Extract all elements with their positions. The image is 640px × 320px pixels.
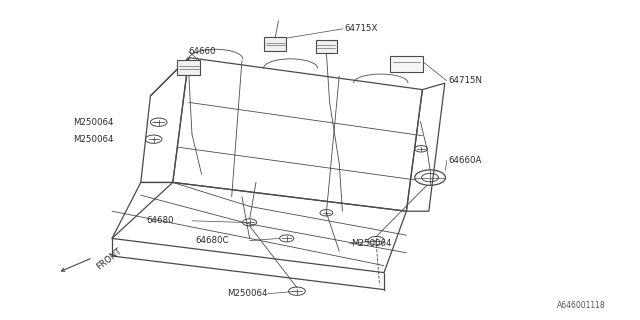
Text: M250064: M250064 [74, 135, 114, 144]
Text: 64660: 64660 [189, 47, 216, 56]
Text: FRONT: FRONT [95, 246, 124, 271]
Text: 64715N: 64715N [448, 76, 482, 85]
Text: 64680: 64680 [146, 216, 173, 225]
FancyBboxPatch shape [316, 40, 337, 53]
Text: M250064: M250064 [74, 118, 114, 127]
Bar [390, 56, 423, 72]
FancyBboxPatch shape [264, 37, 286, 51]
Text: M250064: M250064 [351, 239, 391, 248]
FancyBboxPatch shape [177, 60, 200, 75]
Text: A646001118: A646001118 [557, 301, 605, 310]
Text: 64660A: 64660A [448, 156, 481, 165]
Text: 64715X: 64715X [344, 24, 378, 33]
Text: M250064: M250064 [227, 289, 268, 298]
Text: 64680C: 64680C [195, 236, 228, 245]
